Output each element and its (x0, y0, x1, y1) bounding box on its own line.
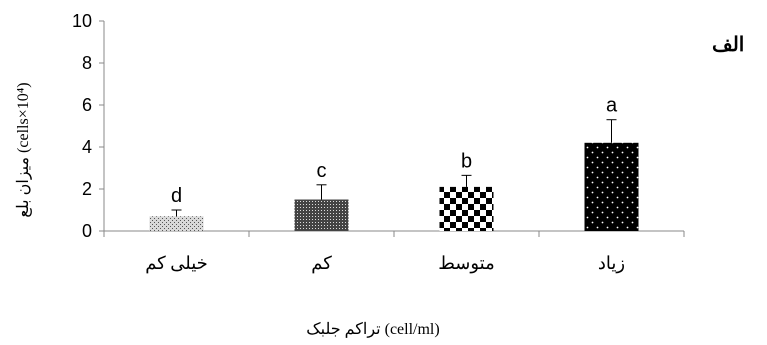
y-tick-label: 6 (82, 95, 92, 115)
significance-letter: c (317, 160, 327, 182)
y-tick-label: 0 (82, 221, 92, 241)
bars (149, 119, 639, 231)
y-tick-label: 4 (82, 137, 92, 157)
labels: d خیلی کم c کم b متوسط a زیاد (145, 95, 625, 274)
y-axis-label: میزان بلع (cells×10⁴) (15, 82, 32, 218)
significance-letter: d (171, 185, 182, 207)
y-tick-label: 2 (82, 179, 92, 199)
significance-letter: b (461, 150, 472, 172)
x-axis-label: تراکم جلبک (cell/ml) (306, 321, 440, 338)
y-tick-label: 8 (82, 53, 92, 73)
x-tick-label: کم (311, 253, 332, 274)
significance-letter: a (606, 95, 618, 117)
bar (294, 199, 349, 231)
x-tick-label: خیلی کم (145, 253, 208, 274)
x-tick-label: زیاد (598, 253, 625, 274)
y-tick-label: 10 (72, 11, 92, 31)
bar (149, 216, 204, 231)
panel-label: الف (712, 32, 745, 56)
bar (439, 186, 494, 231)
bar (584, 142, 639, 231)
x-tick-label: متوسط (438, 253, 495, 274)
